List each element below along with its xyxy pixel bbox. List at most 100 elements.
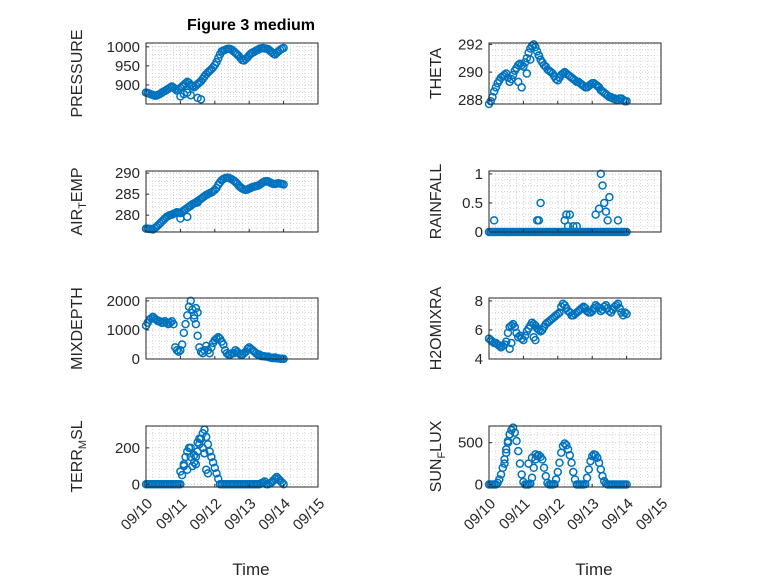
y-tick-label: 285 bbox=[115, 186, 140, 203]
data-point bbox=[212, 469, 221, 478]
y-tick-label: 200 bbox=[115, 440, 140, 457]
data-point bbox=[186, 443, 195, 453]
data-point bbox=[503, 328, 513, 338]
data-point bbox=[200, 449, 209, 458]
data-point bbox=[613, 216, 623, 225]
data-point bbox=[279, 180, 288, 189]
y-axis-label: SUNFLUX bbox=[428, 420, 448, 492]
data-point bbox=[513, 446, 523, 456]
y-tick-label: 0.5 bbox=[462, 195, 483, 212]
data-point bbox=[196, 95, 206, 104]
data-point bbox=[176, 480, 185, 489]
data-point bbox=[569, 467, 578, 477]
data-point bbox=[505, 430, 514, 439]
plot-area bbox=[488, 297, 662, 360]
data-point bbox=[622, 480, 631, 489]
data-point bbox=[519, 335, 528, 345]
data-point bbox=[193, 331, 202, 341]
y-axis-label: MIXDEPTH bbox=[69, 287, 86, 370]
y-tick-label: 0 bbox=[475, 476, 483, 493]
x-axis-label-right: Time bbox=[575, 560, 612, 579]
data-point bbox=[186, 296, 195, 306]
data-point bbox=[501, 448, 511, 457]
axes-frame bbox=[488, 297, 662, 360]
data-point bbox=[500, 459, 509, 468]
data-point bbox=[622, 96, 631, 106]
data-point bbox=[507, 338, 516, 348]
y-tick-label: 1 bbox=[475, 166, 483, 183]
data-point bbox=[539, 463, 549, 473]
axes-frame bbox=[145, 42, 319, 105]
data-point bbox=[584, 465, 594, 474]
y-tick-label: 0 bbox=[132, 476, 140, 493]
data-point bbox=[555, 458, 564, 468]
data-point bbox=[582, 473, 592, 483]
y-tick-label: 900 bbox=[115, 77, 140, 94]
y-axis-label-subscript: T bbox=[77, 202, 89, 209]
y-axis-label-main: TERR bbox=[69, 449, 86, 493]
data-point bbox=[520, 331, 530, 341]
data-point bbox=[183, 212, 192, 222]
data-point bbox=[243, 344, 252, 354]
data-point bbox=[522, 69, 532, 78]
panel-h2omixra: 4 6 8 H2OMIXRA bbox=[428, 286, 662, 370]
data-point bbox=[596, 169, 606, 179]
y-axis-label-rest: EMP bbox=[69, 167, 86, 202]
y-axis-label: TERRMSL bbox=[69, 420, 89, 492]
panel-rainfall: 0 0.5 1 RAINFALL bbox=[428, 164, 662, 241]
data-point bbox=[489, 87, 499, 96]
plot-area bbox=[488, 425, 662, 488]
data-point bbox=[531, 42, 540, 52]
data-point bbox=[538, 455, 547, 464]
y-tick-label: 290 bbox=[115, 165, 140, 182]
data-point bbox=[598, 471, 607, 481]
data-point bbox=[191, 303, 201, 313]
data-point bbox=[501, 337, 511, 346]
data-point bbox=[183, 465, 192, 474]
panel-theta: 288 290 292 THETA bbox=[428, 36, 662, 109]
data-point bbox=[536, 198, 545, 208]
data-point bbox=[567, 458, 576, 468]
y-axis-label-main: AIR bbox=[69, 209, 86, 236]
x-axis-label-left: Time bbox=[232, 560, 269, 579]
data-point bbox=[510, 428, 520, 437]
plot-area bbox=[145, 425, 319, 488]
data-point bbox=[532, 47, 542, 56]
data-point bbox=[519, 62, 528, 71]
data-point bbox=[205, 447, 214, 456]
data-point bbox=[186, 90, 195, 100]
data-point bbox=[277, 478, 287, 487]
data-point bbox=[195, 434, 204, 443]
data-point bbox=[558, 69, 568, 78]
axes-frame bbox=[145, 297, 319, 360]
data-point bbox=[555, 308, 564, 317]
data-point bbox=[527, 473, 537, 483]
data-point bbox=[601, 207, 611, 216]
data-point bbox=[279, 43, 288, 53]
data-point bbox=[605, 192, 614, 202]
data-point bbox=[553, 309, 563, 319]
data-point bbox=[186, 201, 195, 211]
data-point bbox=[169, 319, 178, 329]
data-point bbox=[279, 480, 288, 489]
data-point bbox=[176, 346, 185, 355]
data-point bbox=[205, 348, 214, 358]
y-tick-label: 1000 bbox=[107, 39, 140, 56]
data-point bbox=[517, 83, 526, 92]
data-point bbox=[551, 475, 561, 484]
data-point bbox=[208, 458, 218, 467]
y-tick-label: 292 bbox=[458, 36, 483, 53]
data-point bbox=[505, 344, 514, 354]
data-point bbox=[203, 469, 213, 478]
y-axis-label-subscript: F bbox=[436, 452, 448, 459]
data-point bbox=[498, 463, 508, 473]
data-point bbox=[598, 181, 607, 190]
data-point bbox=[179, 328, 189, 338]
data-point bbox=[146, 314, 156, 323]
data-point bbox=[586, 456, 595, 466]
data-point bbox=[198, 443, 208, 453]
data-point bbox=[615, 303, 624, 313]
y-tick-label: 8 bbox=[475, 293, 483, 310]
